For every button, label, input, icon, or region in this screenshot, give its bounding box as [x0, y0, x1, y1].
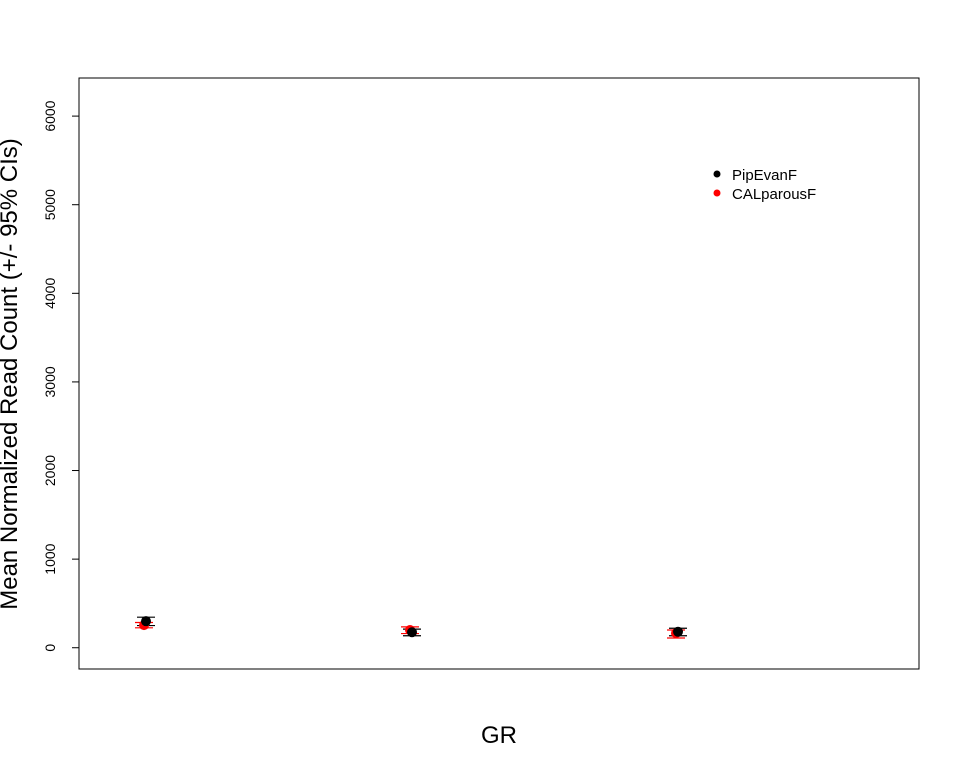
y-axis: 0 1000 2000 3000 4000 5000 6000	[42, 100, 80, 652]
data-point-pipevanf	[141, 616, 151, 627]
y-tick-label: 3000	[42, 366, 58, 397]
data-points	[139, 616, 683, 639]
data-point-pipevanf	[673, 626, 683, 637]
y-axis-title: Mean Normalized Read Count (+/- 95% CIs)	[0, 138, 23, 610]
y-tick-label: 6000	[42, 100, 58, 131]
legend-marker	[713, 189, 721, 197]
x-axis-title: GR	[481, 722, 517, 749]
y-tick-label: 0	[42, 644, 58, 652]
legend-label: PipEvanF	[732, 167, 797, 184]
y-tick-label: 4000	[42, 278, 58, 309]
y-tick-label: 5000	[42, 189, 58, 220]
legend-marker	[713, 170, 721, 178]
legend-label: CALparousF	[732, 186, 816, 203]
data-point-pipevanf	[407, 627, 417, 638]
y-tick-label: 2000	[42, 455, 58, 486]
legend: PipEvanF CALparousF	[713, 167, 816, 203]
y-tick-label: 1000	[42, 543, 58, 574]
